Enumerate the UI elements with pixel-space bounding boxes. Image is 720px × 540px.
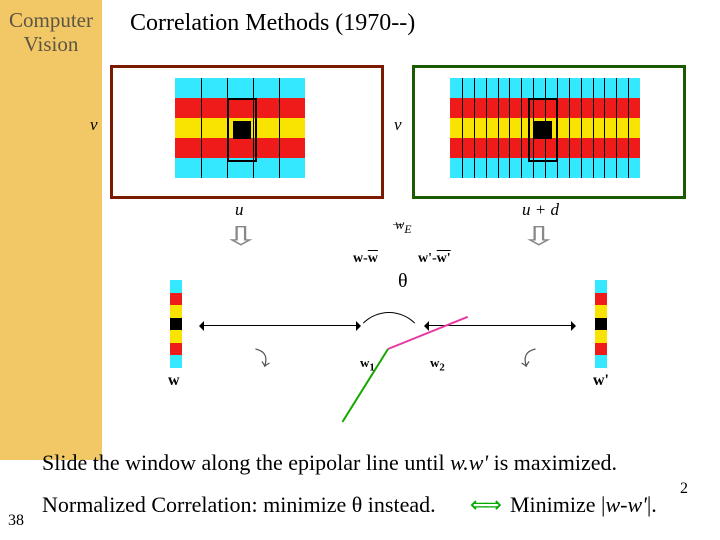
vector-label-wp: w' (593, 372, 609, 390)
slide-number: 38 (8, 512, 24, 530)
left-axis-v: v (90, 115, 98, 135)
curve-arrow-left: ⤵ (250, 343, 273, 372)
green-double-arrow-icon: ⇐⇒ (470, 492, 497, 518)
theta-label: θ (398, 270, 408, 293)
base-label-2: w2 (430, 355, 445, 374)
sidebar-title: Computer Vision (0, 8, 102, 56)
slide-title: Correlation Methods (1970--) (130, 10, 415, 37)
left-axis-u: u (235, 200, 244, 220)
tip-label-1: w-w (353, 251, 378, 267)
map-arrow-left (200, 325, 360, 326)
tip-label-2: w'-w' (418, 251, 451, 267)
caption-line-1: Slide the window along the epipolar line… (42, 450, 617, 476)
exponent-2: 2 (680, 480, 688, 498)
caption-line-2a: Normalized Correlation: minimize θ inste… (42, 492, 436, 518)
left-window (227, 98, 257, 162)
vector-bar-right (595, 280, 607, 368)
sidebar (0, 0, 102, 460)
right-axis-v: v (394, 115, 402, 135)
vector-bar-left (170, 280, 182, 368)
curve-arrow-right: ⤵ (517, 343, 540, 372)
angle-arc (352, 312, 426, 386)
vector-label-w: w (168, 372, 180, 390)
down-arrow-right: ⇩ (519, 222, 558, 252)
right-window (528, 98, 558, 162)
base-label-1: w1 (360, 355, 375, 374)
down-arrow-left: ⇩ (221, 222, 260, 252)
sidebar-title-l1: Computer (9, 8, 93, 32)
right-axis-u: u + d (522, 200, 559, 220)
caption-line-2b: Minimize |w-w'|. (510, 492, 657, 518)
sidebar-title-l2: Vision (24, 32, 79, 56)
we-bar: __ (393, 215, 403, 226)
